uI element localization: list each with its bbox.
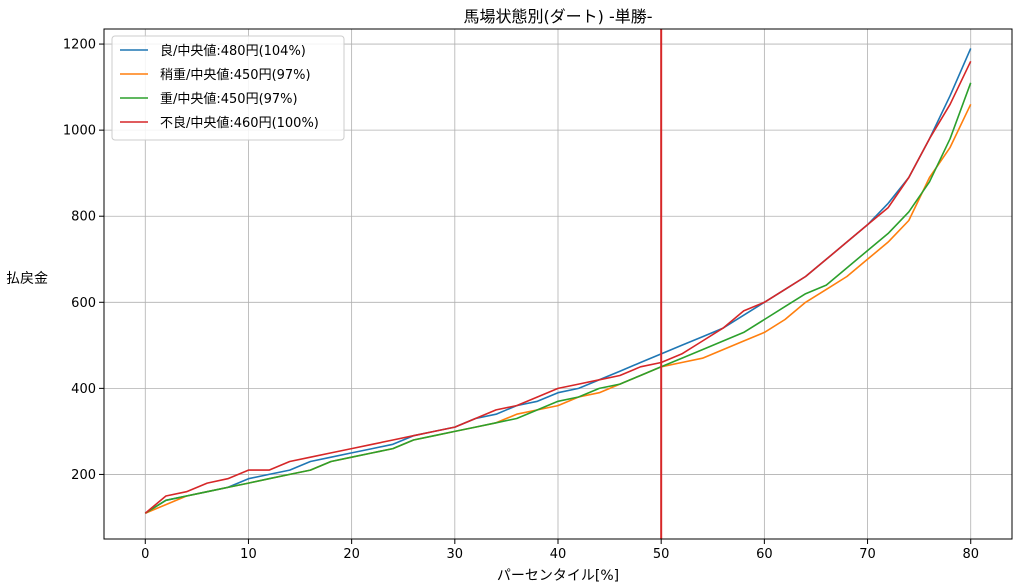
x-tick-label: 50 <box>653 547 670 562</box>
y-tick-label: 1200 <box>63 38 96 53</box>
x-tick-label: 10 <box>240 547 257 562</box>
chart-title: 馬場状態別(ダート) -単勝- <box>463 7 652 26</box>
y-tick-label: 200 <box>71 468 96 483</box>
y-tick-label: 1000 <box>63 124 96 139</box>
x-tick-label: 30 <box>447 547 464 562</box>
x-tick-label: 70 <box>859 547 876 562</box>
series-layer <box>144 48 972 514</box>
x-tick-label: 40 <box>550 547 567 562</box>
legend-label: 良/中央値:480円(104%) <box>160 43 306 59</box>
x-axis: 0 10 20 30 40 50 60 70 80 <box>141 539 979 562</box>
series-line-3 <box>144 82 972 514</box>
y-tick-label: 800 <box>71 210 96 225</box>
y-axis-title: 払戻金 <box>6 271 48 287</box>
x-tick-label: 80 <box>962 547 979 562</box>
legend-label: 稍重/中央値:450円(97%) <box>160 67 311 83</box>
y-axis: 200 400 600 800 1000 1200 <box>63 38 104 483</box>
y-tick-label: 600 <box>71 296 96 311</box>
legend-box <box>111 35 345 141</box>
x-tick-label: 60 <box>756 547 773 562</box>
x-tick-label: 0 <box>141 547 149 562</box>
x-tick-label: 20 <box>343 547 360 562</box>
y-tick-label: 400 <box>71 382 96 397</box>
legend-label: 重/中央値:450円(97%) <box>160 91 298 107</box>
x-axis-title: パーセンタイル[%] <box>497 568 619 584</box>
legend: 良/中央値:480円(104%) 稍重/中央値:450円(97%) 重/中央値:45… <box>111 35 345 141</box>
series-line-4 <box>144 60 972 514</box>
legend-label: 不良/中央値:460円(100%) <box>160 115 319 131</box>
